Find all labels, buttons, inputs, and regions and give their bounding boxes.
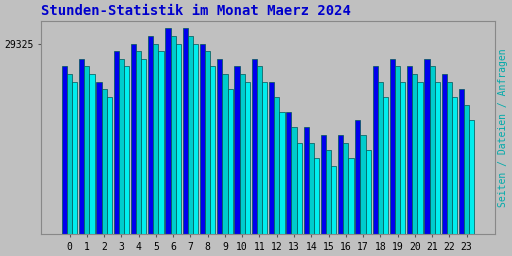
Bar [131, 44, 136, 256]
Bar [274, 97, 280, 256]
Bar [62, 67, 67, 256]
Bar [101, 89, 106, 256]
Bar [355, 120, 360, 256]
Bar [464, 105, 469, 256]
Bar [424, 59, 430, 256]
Bar [119, 59, 124, 256]
Bar [227, 89, 233, 256]
Bar [183, 28, 188, 256]
Bar [326, 150, 331, 256]
Bar [360, 135, 366, 256]
Bar [469, 120, 475, 256]
Bar [331, 166, 336, 256]
Bar [407, 67, 412, 256]
Bar [240, 74, 245, 256]
Bar [373, 67, 378, 256]
Bar [159, 51, 164, 256]
Bar [257, 67, 262, 256]
Bar [114, 51, 119, 256]
Bar [165, 28, 170, 256]
Bar [222, 74, 227, 256]
Bar [447, 82, 452, 256]
Bar [106, 97, 112, 256]
Bar [390, 59, 395, 256]
Bar [435, 82, 440, 256]
Bar [378, 82, 383, 256]
Bar [136, 51, 141, 256]
Bar [79, 59, 84, 256]
Bar [67, 74, 72, 256]
Bar [96, 82, 101, 256]
Bar [234, 67, 240, 256]
Bar [338, 135, 343, 256]
Bar [193, 44, 198, 256]
Y-axis label: Seiten / Dateien / Anfragen: Seiten / Dateien / Anfragen [498, 48, 508, 207]
Bar [366, 150, 371, 256]
Bar [296, 143, 302, 256]
Bar [262, 82, 267, 256]
Bar [141, 59, 146, 256]
Bar [291, 127, 296, 256]
Bar [400, 82, 406, 256]
Bar [176, 44, 181, 256]
Bar [90, 74, 95, 256]
Bar [153, 44, 159, 256]
Bar [343, 143, 348, 256]
Bar [430, 67, 435, 256]
Bar [84, 67, 90, 256]
Bar [321, 135, 326, 256]
Bar [245, 82, 250, 256]
Bar [348, 158, 354, 256]
Bar [124, 67, 129, 256]
Bar [269, 82, 274, 256]
Text: Stunden-Statistik im Monat Maerz 2024: Stunden-Statistik im Monat Maerz 2024 [41, 4, 351, 18]
Bar [459, 89, 464, 256]
Bar [442, 74, 447, 256]
Bar [205, 51, 210, 256]
Bar [252, 59, 257, 256]
Bar [280, 112, 285, 256]
Bar [395, 67, 400, 256]
Bar [217, 59, 222, 256]
Bar [170, 36, 176, 256]
Bar [188, 36, 193, 256]
Bar [286, 112, 291, 256]
Bar [72, 82, 77, 256]
Bar [314, 158, 319, 256]
Bar [412, 74, 417, 256]
Bar [383, 97, 388, 256]
Bar [148, 36, 153, 256]
Bar [210, 67, 216, 256]
Bar [304, 127, 309, 256]
Bar [417, 82, 422, 256]
Bar [452, 97, 457, 256]
Bar [200, 44, 205, 256]
Bar [309, 143, 314, 256]
